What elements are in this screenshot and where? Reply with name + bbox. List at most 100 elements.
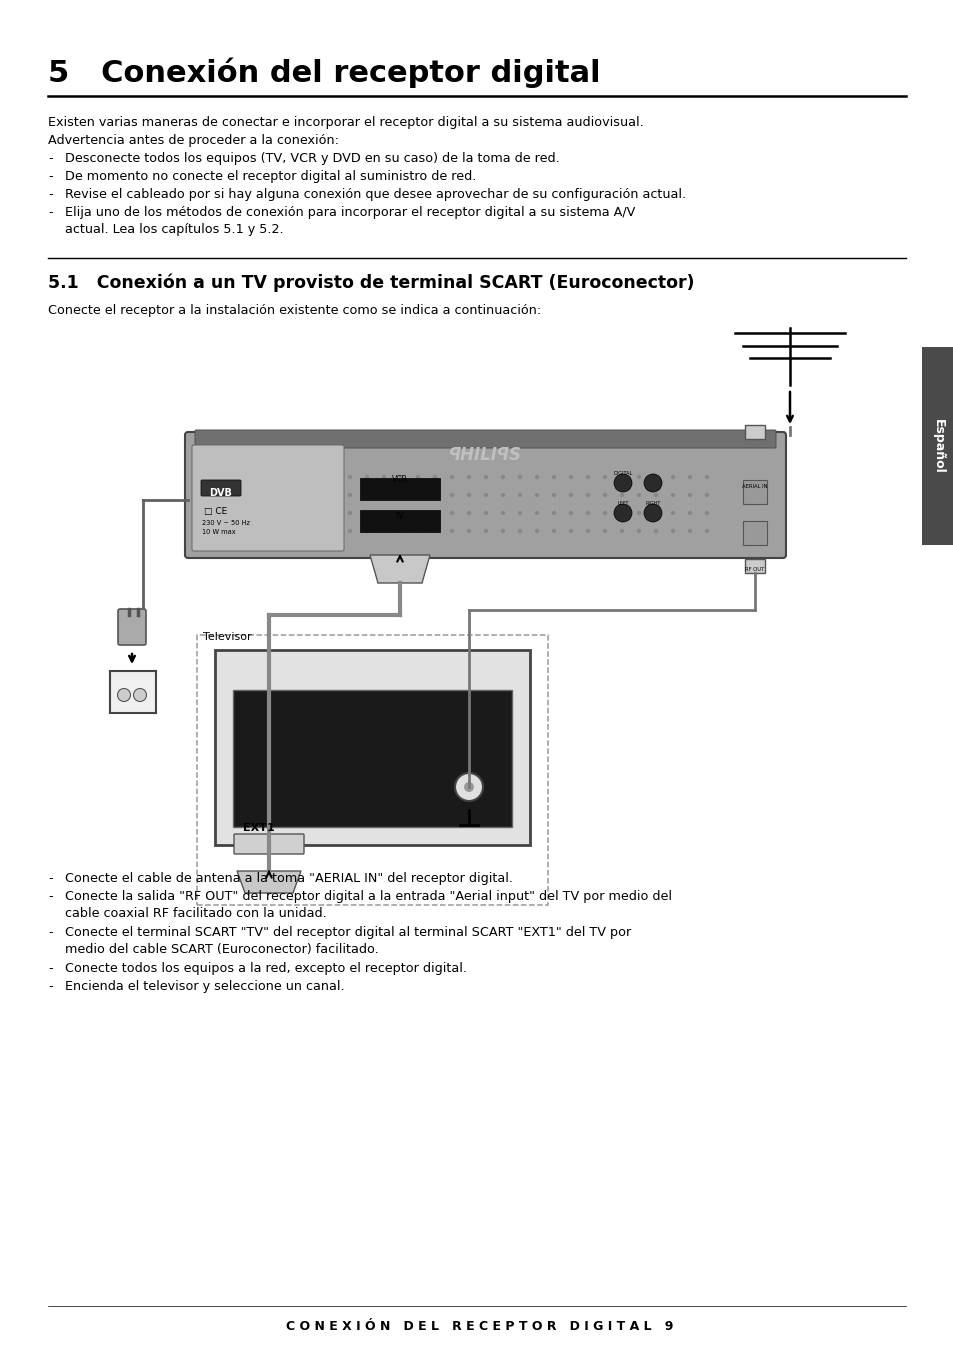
- FancyBboxPatch shape: [185, 433, 785, 558]
- Circle shape: [619, 475, 623, 479]
- Text: Advertencia antes de proceder a la conexión:: Advertencia antes de proceder a la conex…: [48, 134, 338, 147]
- Circle shape: [568, 529, 573, 533]
- Circle shape: [364, 529, 369, 533]
- Circle shape: [381, 492, 386, 498]
- Circle shape: [653, 511, 658, 515]
- Text: 230 V ~ 50 Hz: 230 V ~ 50 Hz: [202, 521, 250, 526]
- Text: AERIAL IN: AERIAL IN: [741, 484, 767, 489]
- Circle shape: [433, 511, 436, 515]
- Polygon shape: [370, 556, 430, 583]
- Text: 10 W max: 10 W max: [202, 529, 235, 535]
- Circle shape: [483, 511, 488, 515]
- Circle shape: [117, 688, 131, 702]
- Bar: [742, 521, 766, 545]
- Circle shape: [653, 492, 658, 498]
- Text: -: -: [48, 926, 52, 940]
- Circle shape: [637, 475, 640, 479]
- Text: -: -: [48, 872, 52, 886]
- Circle shape: [619, 511, 623, 515]
- Circle shape: [670, 475, 675, 479]
- Circle shape: [653, 475, 658, 479]
- Circle shape: [416, 492, 419, 498]
- Bar: [359, 510, 439, 531]
- Circle shape: [398, 475, 403, 479]
- Circle shape: [535, 529, 538, 533]
- Circle shape: [704, 492, 708, 498]
- FancyBboxPatch shape: [192, 445, 344, 552]
- Circle shape: [483, 529, 488, 533]
- Circle shape: [398, 511, 403, 515]
- Circle shape: [670, 492, 675, 498]
- Circle shape: [637, 511, 640, 515]
- Text: C O N E X I Ó N   D E L   R E C E P T O R   D I G I T A L   9: C O N E X I Ó N D E L R E C E P T O R D …: [286, 1320, 673, 1333]
- Text: DVB: DVB: [210, 488, 233, 498]
- Circle shape: [687, 475, 692, 479]
- Circle shape: [381, 529, 386, 533]
- Circle shape: [517, 475, 521, 479]
- Text: actual. Lea los capítulos 5.1 y 5.2.: actual. Lea los capítulos 5.1 y 5.2.: [65, 223, 283, 237]
- Circle shape: [466, 475, 471, 479]
- FancyBboxPatch shape: [201, 480, 241, 496]
- Text: -: -: [48, 963, 52, 975]
- Circle shape: [364, 492, 369, 498]
- Circle shape: [364, 511, 369, 515]
- Bar: [110, 671, 156, 713]
- Circle shape: [348, 475, 352, 479]
- Circle shape: [602, 475, 606, 479]
- Circle shape: [517, 511, 521, 515]
- Text: DIGITAL: DIGITAL: [613, 470, 632, 476]
- Circle shape: [551, 475, 556, 479]
- Text: □ CE: □ CE: [204, 507, 227, 516]
- Text: medio del cable SCART (Euroconector) facilitado.: medio del cable SCART (Euroconector) fac…: [65, 942, 378, 956]
- Polygon shape: [236, 871, 301, 894]
- Text: Elija uno de los métodos de conexión para incorporar el receptor digital a su si: Elija uno de los métodos de conexión par…: [65, 206, 635, 219]
- Circle shape: [133, 688, 147, 702]
- Circle shape: [466, 492, 471, 498]
- Circle shape: [433, 529, 436, 533]
- Circle shape: [551, 492, 556, 498]
- Circle shape: [637, 492, 640, 498]
- Text: -: -: [48, 170, 52, 183]
- Circle shape: [455, 773, 482, 800]
- Circle shape: [551, 529, 556, 533]
- Text: TV: TV: [395, 512, 404, 521]
- Bar: [214, 650, 530, 845]
- Circle shape: [500, 475, 505, 479]
- Circle shape: [643, 475, 661, 492]
- Circle shape: [463, 781, 474, 792]
- Text: De momento no conecte el receptor digital al suministro de red.: De momento no conecte el receptor digita…: [65, 170, 476, 183]
- Circle shape: [466, 529, 471, 533]
- Circle shape: [585, 492, 590, 498]
- Circle shape: [585, 529, 590, 533]
- Bar: [196, 635, 547, 904]
- Bar: [921, 347, 953, 545]
- Circle shape: [568, 492, 573, 498]
- Circle shape: [416, 511, 419, 515]
- Circle shape: [643, 504, 661, 522]
- Circle shape: [416, 529, 419, 533]
- Bar: [744, 425, 764, 439]
- Circle shape: [483, 475, 488, 479]
- Circle shape: [619, 492, 623, 498]
- Circle shape: [398, 529, 403, 533]
- Circle shape: [364, 475, 369, 479]
- Circle shape: [637, 529, 640, 533]
- Text: Conecte el receptor a la instalación existente como se indica a continuación:: Conecte el receptor a la instalación exi…: [48, 304, 540, 316]
- Circle shape: [687, 529, 692, 533]
- Text: -: -: [48, 890, 52, 903]
- Circle shape: [704, 529, 708, 533]
- Circle shape: [602, 529, 606, 533]
- Circle shape: [653, 529, 658, 533]
- Text: Desconecte todos los equipos (TV, VCR y DVD en su caso) de la toma de red.: Desconecte todos los equipos (TV, VCR y …: [65, 151, 559, 165]
- Text: Conecte el terminal SCART "TV" del receptor digital al terminal SCART "EXT1" del: Conecte el terminal SCART "TV" del recep…: [65, 926, 631, 940]
- Circle shape: [568, 475, 573, 479]
- Text: Encienda el televisor y seleccione un canal.: Encienda el televisor y seleccione un ca…: [65, 980, 344, 992]
- FancyBboxPatch shape: [233, 834, 304, 854]
- Circle shape: [466, 511, 471, 515]
- Circle shape: [602, 492, 606, 498]
- Circle shape: [585, 511, 590, 515]
- Text: -: -: [48, 206, 52, 219]
- Circle shape: [449, 475, 454, 479]
- Circle shape: [500, 529, 505, 533]
- Circle shape: [687, 511, 692, 515]
